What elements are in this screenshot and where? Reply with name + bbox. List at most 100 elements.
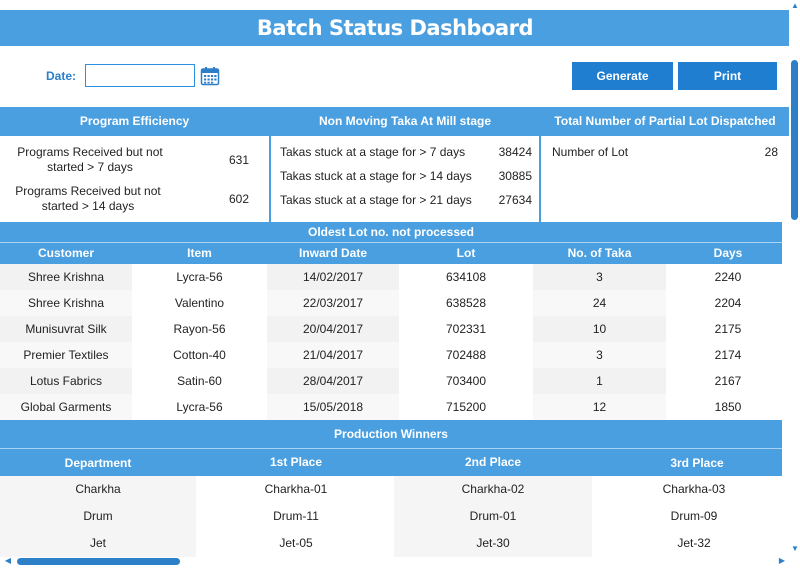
table-cell: Jet: [89, 536, 106, 550]
table-cell: Charkha-01: [264, 482, 328, 496]
table-cell: 21/04/2017: [302, 348, 364, 362]
non-moving-value: 38424: [498, 145, 532, 159]
table-cell: 3: [596, 348, 603, 362]
table-cell: 634108: [445, 270, 487, 284]
table-cell: Rayon-56: [173, 322, 226, 336]
table-cell-bg: [0, 503, 196, 530]
non-moving-title: Non Moving Taka At Mill stage: [271, 107, 539, 136]
table-cell: 702488: [445, 348, 487, 362]
table-cell-bg: [666, 264, 790, 290]
table-cell-bg: [598, 503, 790, 530]
table-cell: Satin-60: [177, 374, 222, 388]
date-input[interactable]: [85, 64, 195, 87]
table-cell-bg: [399, 342, 533, 368]
column-header: Item: [187, 246, 212, 260]
column-header: Customer: [37, 246, 94, 260]
print-button[interactable]: Print: [678, 62, 777, 90]
table-cell-bg: [198, 503, 394, 530]
table-row: [0, 342, 782, 368]
table-cell: Jet-32: [677, 536, 711, 550]
table-cell: 703400: [445, 374, 487, 388]
table-cell-bg: [0, 530, 196, 557]
table-cell-bg: [132, 264, 267, 290]
partial-lot-title: Total Number of Partial Lot Dispatched: [541, 107, 789, 136]
table-cell-bg: [399, 368, 533, 394]
table-cell: Lycra-56: [176, 400, 223, 414]
table-cell-bg: [598, 530, 790, 557]
table-row: [0, 264, 782, 290]
table-cell-bg: [666, 290, 790, 316]
program-efficiency-value: 631: [228, 153, 249, 167]
table-cell: Valentino: [174, 296, 225, 310]
table-cell: Shree Krishna: [27, 270, 105, 284]
column-header: Lot: [456, 246, 476, 260]
table-cell: Global Garments: [20, 400, 112, 414]
non-moving-label: Takas stuck at a stage for > 14 days: [280, 169, 472, 183]
program-efficiency-label: Programs Received but not started > 14 d…: [15, 184, 161, 213]
table-cell-bg: [598, 476, 790, 503]
table-row: [0, 316, 782, 342]
table-cell: 15/05/2018: [302, 400, 364, 414]
column-header: Days: [713, 246, 743, 260]
production-winners-title: Production Winners: [0, 420, 782, 448]
table-cell-bg: [666, 316, 790, 342]
table-cell: Lotus Fabrics: [29, 374, 103, 388]
table-cell: 2175: [714, 322, 742, 336]
panel-divider: [269, 107, 271, 222]
table-cell: 28/04/2017: [302, 374, 364, 388]
scroll-up-icon[interactable]: ▲: [791, 1, 799, 10]
page-title: Batch Status Dashboard: [0, 10, 790, 46]
table-cell: 638528: [445, 296, 487, 310]
calendar-icon[interactable]: [200, 66, 220, 86]
table-cell: Shree Krishna: [27, 296, 105, 310]
program-efficiency-title: Program Efficiency: [0, 107, 269, 136]
table-row: [0, 290, 782, 316]
generate-button[interactable]: Generate: [572, 62, 673, 90]
table-cell-bg: [0, 476, 196, 503]
vertical-scrollbar[interactable]: [789, 0, 800, 556]
table-cell: 702331: [445, 322, 487, 336]
table-cell-bg: [198, 476, 394, 503]
table-cell-bg: [132, 394, 267, 420]
vertical-scrollbar-thumb[interactable]: [791, 60, 798, 220]
table-cell: 2174: [714, 348, 742, 362]
table-cell: Lycra-56: [176, 270, 223, 284]
horizontal-scrollbar-thumb[interactable]: [17, 558, 180, 565]
column-header: No. of Taka: [567, 246, 632, 260]
table-cell: 14/02/2017: [302, 270, 364, 284]
non-moving-label: Takas stuck at a stage for > 7 days: [280, 145, 466, 159]
section-divider: [0, 242, 782, 243]
table-cell: 10: [592, 322, 607, 336]
table-cell-bg: [399, 290, 533, 316]
table-cell: Drum: [83, 509, 113, 523]
partial-lot-value: 28: [764, 145, 778, 159]
date-label: Date:: [46, 69, 77, 83]
column-header: 1st Place: [269, 455, 323, 469]
table-cell: Drum-01: [469, 509, 517, 523]
table-cell: Drum-11: [273, 509, 319, 523]
table-cell: 20/04/2017: [302, 322, 364, 336]
partial-lot-label: Number of Lot: [552, 145, 629, 159]
table-cell-bg: [399, 316, 533, 342]
table-cell: 1: [596, 374, 603, 388]
table-cell-bg: [394, 476, 592, 503]
table-cell: 2204: [714, 296, 742, 310]
column-header: Inward Date: [298, 246, 367, 260]
scroll-left-icon[interactable]: ◀: [4, 556, 12, 565]
scroll-down-icon[interactable]: ▼: [791, 544, 799, 553]
program-efficiency-label: Programs Received but not started > 7 da…: [17, 145, 163, 174]
oldest-lot-header-row: [0, 243, 782, 264]
table-cell: 3: [596, 270, 603, 284]
non-moving-value: 30885: [498, 169, 532, 183]
table-row: [0, 394, 782, 420]
table-cell: 22/03/2017: [302, 296, 364, 310]
non-moving-label: Takas stuck at a stage for > 21 days: [280, 193, 472, 207]
table-row: [0, 368, 782, 394]
table-cell-bg: [198, 530, 394, 557]
table-cell: Premier Textiles: [23, 348, 109, 362]
table-cell: Jet-30: [476, 536, 510, 550]
production-winners-header-row: [0, 449, 782, 476]
table-cell-bg: [666, 394, 790, 420]
panel-divider: [539, 107, 541, 222]
scroll-right-icon[interactable]: ▶: [778, 556, 786, 565]
